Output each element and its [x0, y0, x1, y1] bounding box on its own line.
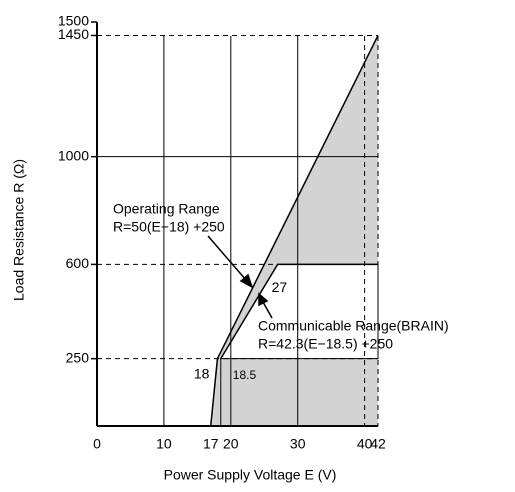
x-tick-label: 0 [93, 436, 101, 452]
y-tick-label: 600 [66, 255, 90, 271]
point-label: 18.5 [233, 368, 257, 382]
point-label: 27 [272, 279, 288, 295]
y-tick-label: 1500 [58, 13, 89, 29]
communicable-label: Communicable Range(BRAIN) [258, 318, 449, 334]
x-tick-label: 40 [357, 436, 373, 452]
marks [209, 35, 379, 427]
x-axis-label: Power Supply Voltage E (V) [164, 467, 337, 483]
point-label: 18 [194, 365, 210, 381]
x-tick-label: 30 [290, 436, 306, 452]
series-line [220, 263, 378, 360]
y-tick-label: 1000 [58, 147, 89, 163]
grid [91, 21, 379, 427]
x-tick-label: 10 [156, 436, 172, 452]
arrow-head [258, 292, 269, 307]
y-tick-label: 1450 [58, 26, 89, 42]
arrow-head [239, 273, 254, 289]
y-axis-label: Load Resistance R (Ω) [11, 159, 27, 301]
x-tick-label: 42 [370, 436, 386, 452]
series-line [209, 35, 379, 427]
arrow [207, 235, 247, 281]
operating-label: Operating Range [113, 201, 220, 217]
communicable-formula: R=42.3(E−18.5) +250 [258, 336, 393, 352]
y-tick-label: 250 [66, 349, 90, 365]
arrow [262, 301, 273, 319]
x-tick-label: 17 [203, 436, 219, 452]
arrows [207, 235, 273, 319]
x-tick-label: 20 [223, 436, 239, 452]
operating-formula: R=50(E−18) +250 [113, 219, 225, 235]
